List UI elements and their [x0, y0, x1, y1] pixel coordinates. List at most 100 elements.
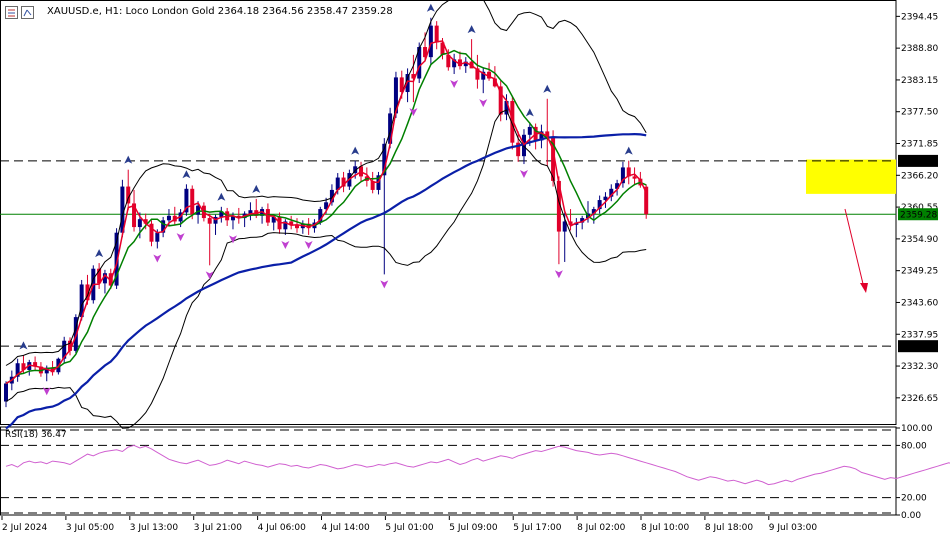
candle-body	[457, 59, 462, 67]
price-tick-label: 2388.80	[901, 44, 938, 54]
candle-body	[551, 137, 556, 181]
fractal-down-marker	[176, 233, 185, 242]
candle	[230, 212, 235, 230]
fractal-down-marker	[554, 270, 563, 279]
candle	[620, 161, 625, 188]
candle-body	[62, 340, 67, 359]
candle	[492, 66, 497, 88]
candle	[289, 215, 294, 230]
time-tick-label: 4 Jul 14:00	[322, 523, 371, 533]
candle	[487, 62, 492, 81]
time-tick-label: 2 Jul 2024	[2, 523, 47, 533]
chart-indicator-icon[interactable]	[21, 6, 34, 19]
candle-body	[481, 71, 486, 80]
fractal-down-marker	[304, 240, 313, 249]
candle	[411, 54, 416, 103]
candle	[120, 179, 125, 238]
moving-average-fast	[5, 40, 647, 385]
candle	[481, 67, 486, 94]
candle	[498, 80, 503, 122]
price-tick-label: 2366.20	[901, 171, 938, 181]
candle-body	[539, 131, 544, 141]
candle	[114, 228, 119, 289]
fractal-down-marker	[479, 99, 488, 108]
candle-body	[452, 59, 457, 68]
rsi-tick-label: 0.00	[901, 511, 921, 521]
projection-arrow-head	[860, 283, 868, 293]
candle	[79, 279, 84, 321]
candle-body	[423, 47, 428, 58]
candle-body	[155, 232, 160, 242]
resistance-zone	[806, 159, 896, 194]
candle-body	[603, 196, 608, 201]
candle-body	[644, 186, 649, 215]
candle-body	[556, 180, 561, 232]
level-tag-bg	[898, 340, 938, 353]
fractal-down-marker	[228, 235, 237, 244]
level-tag-label: 2368.76	[900, 157, 937, 167]
candle-body	[504, 101, 509, 115]
candle	[38, 362, 43, 377]
candle-body	[597, 200, 602, 210]
candle-body	[487, 71, 492, 79]
candle	[457, 51, 462, 70]
candle-body	[335, 177, 340, 190]
time-tick-label: 3 Jul 21:00	[194, 523, 243, 533]
candle-body	[393, 77, 398, 114]
candle	[475, 54, 480, 89]
candle-body	[85, 284, 90, 301]
candle	[463, 57, 468, 73]
fractal-down-marker	[281, 240, 290, 249]
candle-body	[626, 167, 631, 177]
candle	[213, 214, 218, 235]
candle-body	[230, 215, 235, 221]
candle-body	[161, 220, 166, 233]
time-tick-label: 8 Jul 02:00	[577, 523, 626, 533]
candle-body	[102, 273, 107, 284]
price-tick-label: 2377.50	[901, 108, 938, 118]
candle	[615, 179, 620, 196]
price-tick-label: 2349.25	[901, 267, 938, 277]
price-tick-label: 2360.55	[901, 203, 938, 213]
candle-body	[591, 209, 596, 214]
fractal-up-marker	[95, 249, 104, 258]
fractal-down-marker	[42, 387, 51, 396]
candle-body	[4, 383, 8, 402]
candle	[568, 209, 573, 231]
candle-body	[370, 180, 375, 190]
candle-body	[295, 224, 299, 229]
candle-body	[248, 210, 253, 214]
fractal-down-marker	[519, 170, 528, 179]
candle	[219, 206, 224, 223]
candle-body	[207, 218, 212, 224]
fractal-up-marker	[624, 146, 633, 155]
candle	[236, 207, 241, 224]
price-tick-label: 2371.85	[901, 140, 938, 150]
candle	[574, 218, 579, 238]
candle-body	[527, 126, 532, 135]
candle	[376, 171, 381, 195]
fractal-down-marker	[205, 271, 214, 280]
time-tick-label: 3 Jul 13:00	[130, 523, 179, 533]
fractal-down-marker	[450, 80, 459, 89]
candle-body	[21, 363, 26, 370]
fractal-down-marker	[380, 280, 389, 289]
fractal-up-marker	[217, 192, 226, 201]
rsi-tick-label: 80.00	[901, 441, 927, 451]
fractals-group	[19, 3, 633, 396]
candle	[609, 184, 614, 202]
candle-body	[382, 143, 387, 176]
trading-menu-icon[interactable]	[5, 6, 18, 19]
candle-body	[190, 188, 195, 215]
candle	[452, 53, 457, 75]
candle	[4, 381, 8, 408]
candle-body	[492, 78, 497, 87]
candle-body	[341, 177, 346, 187]
price-tick-label: 2332.30	[901, 362, 938, 372]
candle-body	[562, 221, 567, 232]
fractal-down-marker	[409, 108, 418, 117]
candle	[504, 94, 509, 121]
fractal-up-marker	[543, 84, 552, 93]
